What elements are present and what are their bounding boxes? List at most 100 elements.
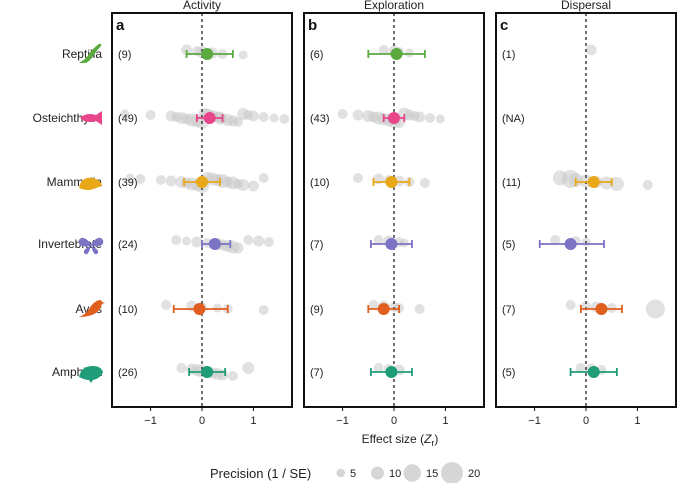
sample-size-label: (5)	[502, 367, 515, 379]
taxon-label-1: Osteichthyes	[33, 111, 102, 125]
butterfly-icon	[78, 237, 104, 255]
study-point	[233, 117, 243, 127]
sample-size-label: (26)	[118, 367, 138, 379]
sample-size-label: (7)	[502, 304, 515, 316]
study-point	[550, 235, 561, 245]
estimate-point	[196, 176, 208, 188]
estimate-point	[564, 238, 577, 250]
x-tick-label: −1	[144, 415, 157, 427]
panel-letter-b: b	[308, 17, 317, 34]
sample-size-label: (49)	[118, 113, 138, 125]
sample-size-label: (24)	[118, 239, 138, 251]
fish-icon	[80, 111, 102, 125]
sample-size-label: (10)	[310, 177, 330, 189]
legend-label: 10	[389, 468, 401, 480]
legend-circle	[371, 466, 384, 480]
legend-circle	[403, 464, 421, 482]
frog-icon	[79, 366, 103, 383]
panel-title-c: Dispersal	[561, 0, 611, 12]
study-point	[399, 238, 409, 248]
sample-size-label: (9)	[310, 304, 323, 316]
legend-label: 15	[426, 468, 438, 480]
bird-icon	[79, 300, 105, 317]
study-point	[238, 50, 248, 60]
sample-size-label: (10)	[118, 304, 138, 316]
sample-size-label: (11)	[502, 177, 521, 189]
estimate-point	[390, 48, 403, 60]
x-axis-label-part: r	[431, 438, 434, 448]
study-point	[145, 110, 156, 120]
study-point	[247, 180, 259, 192]
study-point	[600, 176, 614, 190]
study-point	[258, 173, 269, 183]
legend-title: Precision (1 / SE)	[210, 466, 311, 481]
study-point	[337, 109, 348, 119]
study-point	[120, 109, 130, 119]
x-tick-label: 0	[199, 415, 205, 427]
x-tick-label: −1	[336, 415, 349, 427]
panel-letter-a: a	[116, 17, 125, 34]
study-point	[155, 175, 166, 185]
panel-title-a: Activity	[183, 0, 221, 12]
panel-letter-c: c	[500, 17, 508, 34]
study-point	[182, 236, 192, 246]
study-point	[232, 242, 244, 254]
panel-frame-a	[111, 12, 293, 408]
sample-size-label: (6)	[310, 49, 323, 61]
study-point	[645, 299, 665, 319]
study-point	[247, 110, 259, 122]
study-point	[253, 235, 265, 247]
study-point	[414, 111, 426, 123]
study-point	[373, 363, 384, 373]
estimate-point	[208, 238, 221, 250]
study-point	[279, 114, 290, 124]
sample-size-label: (43)	[310, 113, 330, 125]
estimate-point	[385, 366, 398, 378]
estimate-point	[595, 303, 608, 315]
legend-label: 20	[468, 468, 480, 480]
study-point	[585, 44, 597, 56]
study-point	[258, 112, 269, 122]
estimate-point	[377, 303, 390, 315]
study-point	[243, 235, 254, 245]
study-point	[212, 303, 222, 313]
study-point	[161, 300, 171, 310]
study-point	[352, 109, 364, 121]
estimate-point	[587, 366, 600, 378]
study-point	[125, 173, 135, 183]
study-point	[378, 45, 389, 55]
study-point	[165, 175, 177, 187]
study-point	[404, 48, 414, 58]
lizard-icon	[79, 43, 102, 63]
study-point	[419, 178, 430, 188]
study-point	[237, 179, 250, 191]
x-tick-label: 0	[583, 415, 589, 427]
estimate-point	[587, 176, 600, 188]
sample-size-label: (7)	[310, 239, 323, 251]
study-point	[425, 113, 435, 123]
sample-size-label: (NA)	[502, 113, 525, 125]
study-point	[258, 305, 269, 315]
estimate-point	[203, 112, 216, 124]
x-axis-label-part: )	[434, 432, 438, 446]
mouse-icon	[79, 177, 102, 190]
estimate-point	[385, 176, 398, 188]
estimate-point	[385, 238, 398, 250]
study-point	[609, 177, 624, 191]
legend-circle	[441, 462, 463, 484]
sample-size-label: (39)	[118, 177, 138, 189]
study-point	[191, 236, 203, 248]
estimate-point	[193, 303, 206, 315]
sample-size-label: (1)	[502, 49, 515, 61]
study-point	[435, 114, 445, 124]
study-point	[575, 363, 586, 373]
x-tick-label: 0	[391, 415, 397, 427]
study-point	[227, 371, 238, 381]
sample-size-label: (9)	[118, 49, 131, 61]
sample-size-label: (7)	[310, 367, 323, 379]
study-point	[171, 235, 182, 245]
study-point	[353, 173, 363, 183]
study-point	[642, 180, 653, 190]
